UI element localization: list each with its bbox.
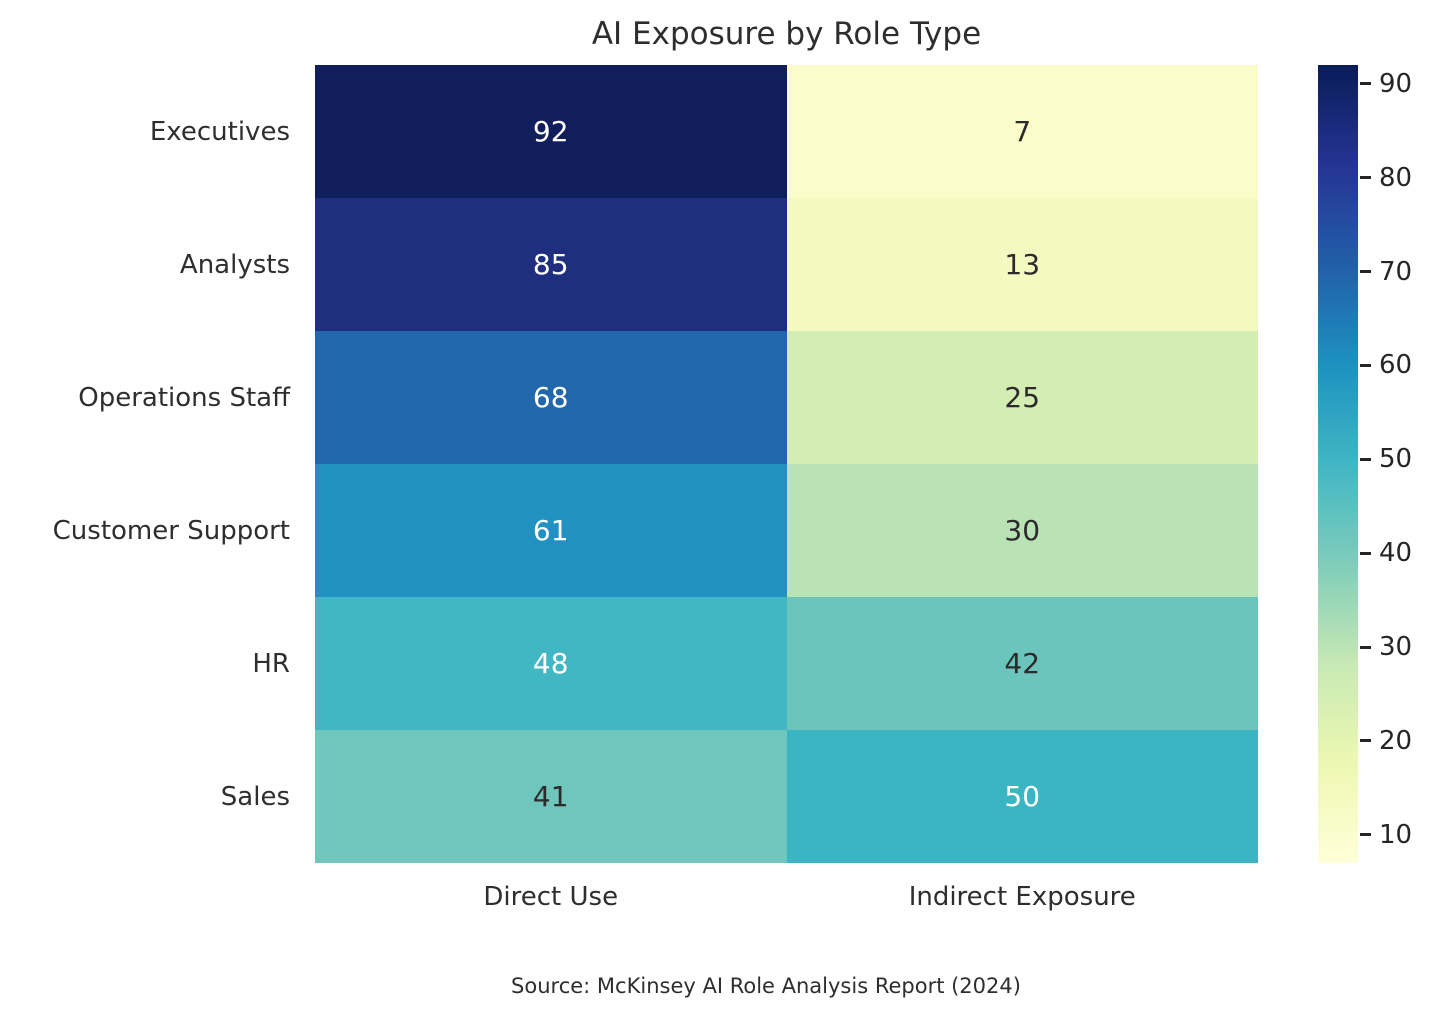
tick-dash <box>1360 270 1371 274</box>
heatmap-cell-executives-direct-use: 92 <box>315 65 787 198</box>
heatmap-cell-operations-staff-indirect-exposure: 25 <box>786 331 1258 464</box>
tick-label: 40 <box>1379 538 1413 569</box>
tick-dash <box>1360 645 1371 649</box>
colorbar-tick-20: 20 <box>1360 728 1412 754</box>
heatmap-cell-sales-direct-use: 41 <box>315 730 787 863</box>
row-label-sales: Sales <box>220 781 290 812</box>
tick-dash <box>1360 833 1371 837</box>
row-label-customer-support: Customer Support <box>52 515 290 546</box>
colorbar-tick-30: 30 <box>1360 634 1412 660</box>
row-label-hr: HR <box>252 648 290 679</box>
colorbar-tick-10: 10 <box>1360 822 1412 848</box>
heatmap-cell-customer-support-indirect-exposure: 30 <box>786 464 1258 597</box>
row-label-analysts: Analysts <box>179 249 290 280</box>
tick-label: 30 <box>1379 632 1413 663</box>
heatmap-grid: 92 7 85 13 68 25 61 30 48 42 41 50 <box>315 65 1258 863</box>
tick-label: 20 <box>1379 725 1413 756</box>
tick-dash <box>1360 551 1371 555</box>
colorbar-tick-70: 70 <box>1360 259 1412 285</box>
heatmap-cell-analysts-direct-use: 85 <box>315 198 787 331</box>
row-labels: Executives Analysts Operations Staff Custom… <box>0 65 290 863</box>
colorbar-gradient <box>1318 65 1358 863</box>
tick-label: 10 <box>1379 819 1413 850</box>
heatmap-cell-executives-indirect-exposure: 7 <box>786 65 1258 198</box>
tick-dash <box>1360 457 1371 461</box>
heatmap-cell-sales-indirect-exposure: 50 <box>786 730 1258 863</box>
colorbar-ticks: 90 80 70 60 50 40 30 20 10 <box>1360 65 1440 863</box>
heatmap-cell-hr-direct-use: 48 <box>315 597 787 730</box>
tick-dash <box>1360 363 1371 367</box>
heatmap-cell-hr-indirect-exposure: 42 <box>786 597 1258 730</box>
col-labels: Direct Use Indirect Exposure <box>315 882 1258 912</box>
row-label-operations-staff: Operations Staff <box>78 382 290 413</box>
tick-dash <box>1360 739 1371 743</box>
col-label-indirect-exposure: Indirect Exposure <box>908 882 1136 912</box>
tick-label: 90 <box>1379 68 1413 99</box>
tick-label: 60 <box>1379 350 1413 381</box>
source-note: Source: McKinsey AI Role Analysis Report… <box>511 974 1021 998</box>
colorbar-tick-60: 60 <box>1360 352 1412 378</box>
tick-dash <box>1360 176 1371 180</box>
tick-label: 70 <box>1379 256 1413 287</box>
colorbar-tick-40: 40 <box>1360 540 1412 566</box>
tick-dash <box>1360 82 1371 86</box>
row-label-executives: Executives <box>149 116 290 147</box>
colorbar-tick-90: 90 <box>1360 71 1412 97</box>
colorbar-tick-50: 50 <box>1360 446 1412 472</box>
colorbar-tick-80: 80 <box>1360 165 1412 191</box>
heatmap-cell-operations-staff-direct-use: 68 <box>315 331 787 464</box>
col-label-direct-use: Direct Use <box>483 882 619 912</box>
heatmap-cell-analysts-indirect-exposure: 13 <box>786 198 1258 331</box>
tick-label: 50 <box>1379 444 1413 475</box>
tick-label: 80 <box>1379 162 1413 193</box>
heatmap-cell-customer-support-direct-use: 61 <box>315 464 787 597</box>
chart-title: AI Exposure by Role Type <box>591 16 982 52</box>
